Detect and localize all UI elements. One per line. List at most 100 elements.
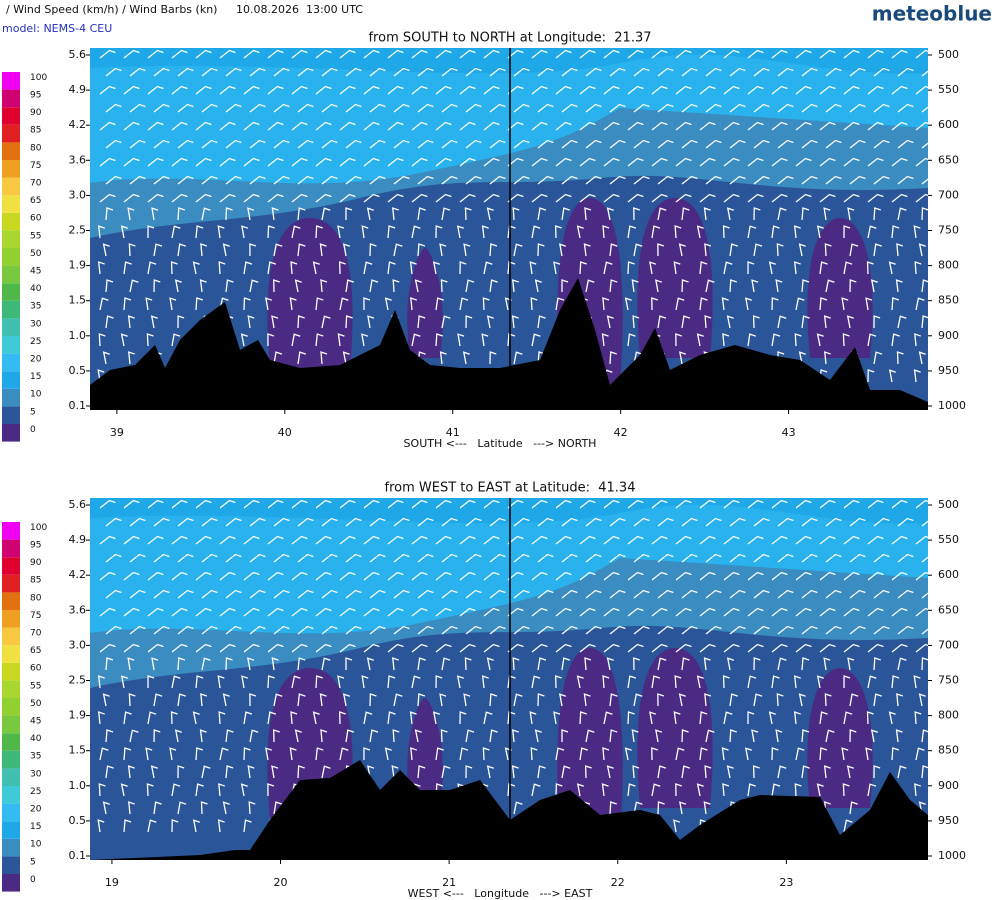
wind-barb: [219, 121, 236, 131]
wind-barb: [98, 333, 106, 347]
wind-barb: [417, 315, 426, 329]
wind-barb: [123, 607, 140, 617]
wind-barb: [273, 243, 283, 257]
wind-barb: [627, 333, 636, 347]
wind-barb: [867, 571, 884, 581]
wind-barb: [603, 157, 620, 167]
wind-barb: [609, 243, 618, 257]
wind-barb: [913, 369, 921, 383]
wind-barb: [657, 693, 665, 707]
wind-barb: [579, 193, 596, 203]
wind-barb: [105, 315, 114, 329]
colorbar-swatch: [2, 89, 20, 108]
wind-barb: [321, 139, 338, 149]
wind-barb: [339, 571, 356, 581]
wind-barb: [657, 517, 674, 527]
wind-barb: [145, 747, 153, 761]
colorbar-swatch: [2, 680, 20, 698]
wind-barb: [512, 207, 520, 221]
wind-barb: [297, 315, 305, 329]
wind-barb: [315, 499, 332, 509]
wind-barb: [511, 315, 519, 329]
wind-barb: [657, 175, 674, 185]
wind-barb: [681, 279, 689, 293]
wind-barb: [361, 675, 369, 689]
wind-barb: [627, 571, 644, 581]
field-patch: [557, 648, 623, 838]
wind-barb: [651, 85, 668, 95]
wind-barb: [465, 139, 482, 149]
wind-barb: [243, 607, 260, 617]
wind-barb: [657, 765, 667, 779]
wind-barb: [486, 657, 494, 671]
wind-barb: [320, 729, 328, 743]
wind-barb: [847, 207, 855, 221]
wind-barb: [291, 535, 308, 545]
wind-barb: [794, 333, 802, 347]
wind-barb: [651, 643, 668, 653]
wind-barb: [321, 657, 331, 671]
wind-barb: [673, 261, 681, 275]
wind-barb: [703, 207, 711, 221]
y2-tick-label: 700: [938, 638, 959, 651]
wind-barb: [289, 297, 297, 311]
wind-barb: [147, 121, 164, 131]
wind-barb: [651, 571, 668, 581]
x-tick-label: 21: [442, 876, 456, 889]
wind-barb: [657, 243, 665, 257]
wind-barb: [249, 693, 257, 707]
wind-barb: [651, 783, 661, 797]
wind-barb: [243, 643, 260, 653]
wind-barb: [171, 49, 188, 59]
wind-barb: [513, 625, 530, 635]
wind-barb: [417, 657, 426, 671]
wind-barb: [729, 729, 737, 743]
wind-barb: [363, 49, 380, 59]
wind-barb: [225, 589, 242, 599]
wind-barb: [585, 279, 595, 293]
wind-barb: [249, 139, 266, 149]
wind-barb: [555, 193, 572, 203]
wind-barb: [873, 207, 881, 221]
wind-barb: [297, 139, 314, 149]
wind-barb: [267, 49, 284, 59]
wind-barb: [771, 333, 781, 347]
wind-barb: [675, 121, 692, 131]
wind-barb: [123, 49, 140, 59]
wind-barb: [768, 711, 776, 725]
wind-barb: [273, 693, 283, 707]
wind-barb: [705, 553, 722, 563]
wind-barb: [675, 783, 683, 797]
wind-barb: [744, 297, 753, 311]
wind-barb: [363, 297, 371, 311]
wind-barb: [123, 499, 140, 509]
wind-barb: [297, 553, 314, 563]
wind-barb: [249, 67, 266, 77]
x-axis-label: SOUTH <--- Latitude ---> NORTH: [404, 437, 597, 450]
wind-barb: [147, 225, 155, 239]
wind-barb: [195, 121, 212, 131]
wind-barb: [849, 175, 866, 185]
wind-barb: [507, 571, 524, 581]
wind-barb: [841, 747, 849, 761]
wind-barb: [200, 693, 208, 707]
wind-barb: [609, 801, 617, 815]
wind-barb: [489, 553, 506, 563]
wind-barb: [441, 589, 458, 599]
wind-barb: [585, 67, 602, 77]
wind-barb: [321, 589, 338, 599]
x-tick-label: 22: [611, 876, 625, 889]
wind-barb: [602, 747, 610, 761]
wind-barb: [464, 657, 472, 671]
wind-barb: [411, 85, 428, 95]
wind-barb: [363, 121, 380, 131]
wind-barb: [819, 499, 836, 509]
wind-barb: [319, 693, 327, 707]
wind-barb: [489, 625, 506, 635]
y2-tick-label: 950: [938, 364, 959, 377]
colorbar-label: 35: [30, 302, 41, 312]
wind-barb: [777, 765, 787, 779]
wind-barb: [393, 625, 410, 635]
wind-barb: [435, 297, 444, 311]
wind-barb: [361, 333, 369, 347]
